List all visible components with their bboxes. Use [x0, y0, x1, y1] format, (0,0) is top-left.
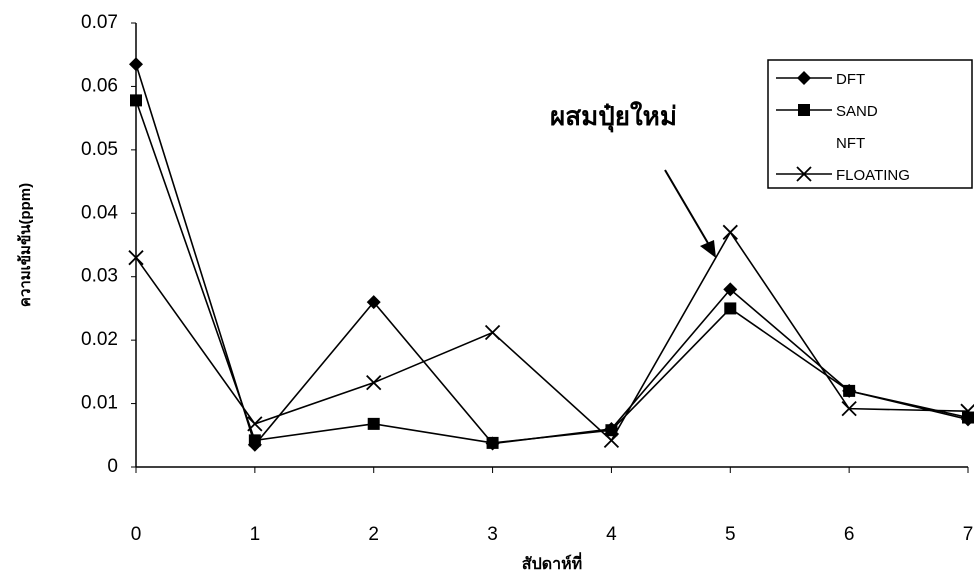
- legend-label: DFT: [836, 71, 865, 88]
- legend-label: FLOATING: [836, 167, 910, 184]
- legend-label: NFT: [836, 135, 865, 152]
- x-tick-label: 0: [131, 524, 142, 545]
- marker: [367, 417, 380, 430]
- x-tick-label: 2: [368, 524, 379, 545]
- x-tick-label: 5: [725, 524, 736, 545]
- y-tick-label: 0.03: [81, 266, 118, 287]
- marker: [962, 411, 974, 424]
- x-tick-label: 7: [963, 524, 974, 545]
- annotation: ผสมปุ๋ยใหม่: [550, 101, 677, 133]
- marker: [130, 94, 142, 107]
- legend-label: SAND: [836, 103, 878, 120]
- y-tick-label: 0.04: [81, 202, 118, 223]
- x-axis-label: สัปดาห์ที่: [522, 552, 582, 573]
- x-tick-label: 3: [487, 524, 498, 545]
- marker: [724, 302, 737, 315]
- y-tick-label: 0.05: [81, 139, 118, 160]
- marker: [129, 57, 143, 72]
- y-tick-label: 0.02: [81, 329, 118, 350]
- marker: [248, 434, 261, 447]
- marker: [796, 166, 812, 182]
- marker: [797, 71, 811, 85]
- series-line: [135, 100, 969, 444]
- marker: [605, 424, 618, 437]
- x-tick-label: 1: [250, 524, 261, 545]
- marker: [247, 416, 263, 432]
- y-tick-label: 0.01: [81, 393, 118, 414]
- marker: [798, 104, 810, 116]
- marker: [722, 224, 738, 240]
- x-tick-label: 4: [606, 524, 617, 545]
- y-tick-label: 0: [107, 456, 118, 477]
- marker: [960, 403, 974, 419]
- marker: [723, 282, 738, 297]
- annotation-arrowhead: [700, 240, 716, 258]
- marker: [484, 324, 501, 341]
- marker: [841, 401, 857, 417]
- y-axis-label: ความเข้มข้น(ppm): [17, 183, 34, 307]
- x-tick-label: 6: [844, 524, 855, 545]
- series-line: [135, 230, 969, 442]
- marker: [366, 295, 381, 310]
- marker: [843, 384, 856, 397]
- marker: [486, 436, 499, 449]
- y-tick-label: 0.06: [81, 75, 118, 96]
- marker: [128, 250, 144, 266]
- y-tick-label: 0.07: [81, 12, 118, 33]
- annotation-arrow: [664, 169, 713, 251]
- marker: [603, 432, 620, 448]
- marker: [366, 375, 382, 391]
